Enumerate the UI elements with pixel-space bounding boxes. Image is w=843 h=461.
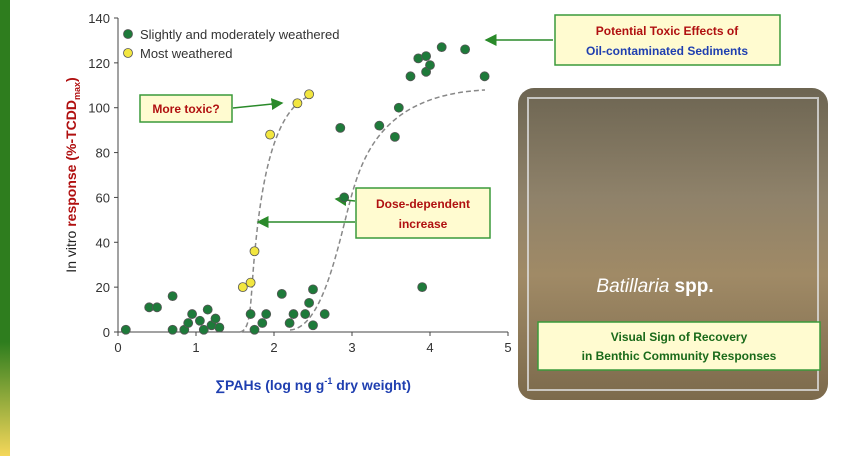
point xyxy=(336,123,345,132)
point xyxy=(390,132,399,141)
x-tick-label: 2 xyxy=(270,340,277,355)
x-label-sup: -1 xyxy=(324,376,332,386)
point xyxy=(188,310,197,319)
point xyxy=(309,285,318,294)
point xyxy=(375,121,384,130)
point xyxy=(250,247,259,256)
species-name: Batillaria xyxy=(596,276,669,297)
point xyxy=(305,298,314,307)
x-axis-label: ∑PAHs (log ng g-1 dry weight) xyxy=(215,376,411,394)
y-tick-label: 0 xyxy=(103,325,110,340)
y-label-part: response (%-TCDD xyxy=(63,100,79,227)
point xyxy=(289,310,298,319)
point xyxy=(258,319,267,328)
y-tick-label: 80 xyxy=(96,146,110,161)
annotation: increase xyxy=(399,217,448,231)
y-label-sub: max xyxy=(72,82,82,100)
point xyxy=(277,289,286,298)
point xyxy=(320,310,329,319)
y-label-part: In vitro xyxy=(63,227,79,273)
x-label-part: dry weight) xyxy=(332,377,411,393)
species-suffix: spp. xyxy=(669,276,713,297)
arrow xyxy=(233,103,282,108)
point xyxy=(406,72,415,81)
point xyxy=(246,278,255,287)
point xyxy=(168,292,177,301)
point xyxy=(246,310,255,319)
legend-label: Most weathered xyxy=(140,46,233,61)
point xyxy=(437,43,446,52)
y-tick-label: 100 xyxy=(88,101,110,116)
annotation: in Benthic Community Responses xyxy=(582,349,777,363)
fit-curve xyxy=(240,96,310,332)
x-tick-label: 3 xyxy=(348,340,355,355)
annotation: More toxic? xyxy=(152,102,219,116)
x-tick-label: 1 xyxy=(192,340,199,355)
point xyxy=(168,325,177,334)
point xyxy=(340,193,349,202)
point xyxy=(195,316,204,325)
legend-marker xyxy=(124,30,133,39)
annotation: Dose-dependent xyxy=(376,197,470,211)
legend-marker xyxy=(124,49,133,58)
point xyxy=(426,61,435,70)
point xyxy=(309,321,318,330)
point xyxy=(394,103,403,112)
point xyxy=(461,45,470,54)
point xyxy=(285,319,294,328)
point xyxy=(121,325,130,334)
point xyxy=(418,283,427,292)
point xyxy=(211,314,220,323)
y-tick-label: 20 xyxy=(96,280,110,295)
x-tick-label: 4 xyxy=(426,340,433,355)
point xyxy=(262,310,271,319)
point xyxy=(153,303,162,312)
point xyxy=(250,325,259,334)
annotation: Potential Toxic Effects of xyxy=(596,24,739,38)
point xyxy=(422,52,431,61)
y-tick-label: 60 xyxy=(96,190,110,205)
annotation: Oil-contaminated Sediments xyxy=(586,44,748,58)
x-tick-label: 5 xyxy=(504,340,511,355)
point xyxy=(184,319,193,328)
species-label: Batillaria spp. xyxy=(596,276,713,297)
y-label-part: ) xyxy=(63,77,79,82)
annotation: Visual Sign of Recovery xyxy=(611,330,748,344)
point xyxy=(480,72,489,81)
point xyxy=(305,90,314,99)
point xyxy=(215,323,224,332)
side-bar xyxy=(0,0,10,456)
y-tick-label: 120 xyxy=(88,56,110,71)
chart: ∑PAHs (log ng g-1 dry weight) In vitro r… xyxy=(0,0,843,456)
legend-label: Slightly and moderately weathered xyxy=(140,27,339,42)
photo: Batillaria spp. Visual Sign of Recovery … xyxy=(518,88,828,400)
point xyxy=(203,305,212,314)
point xyxy=(266,130,275,139)
y-axis-label: In vitro response (%-TCDDmax) xyxy=(63,77,82,272)
point xyxy=(293,99,302,108)
y-tick-label: 40 xyxy=(96,235,110,250)
point xyxy=(301,310,310,319)
x-label-part: ∑PAHs (log ng g xyxy=(215,377,324,394)
y-tick-label: 140 xyxy=(88,11,110,26)
x-tick-label: 0 xyxy=(114,340,121,355)
